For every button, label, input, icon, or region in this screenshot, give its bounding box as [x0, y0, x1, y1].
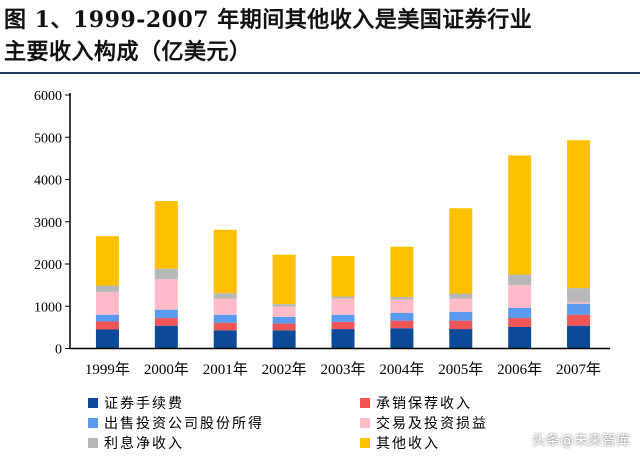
y-tick-label: 5000 — [34, 131, 62, 146]
x-tick-label: 2005年 — [438, 361, 483, 378]
bar-segment — [567, 325, 591, 349]
bar-segment — [508, 318, 532, 327]
bar-segment — [272, 254, 296, 305]
bar-segment — [213, 229, 237, 294]
bar-segment — [213, 314, 237, 323]
bar-segment — [331, 255, 355, 297]
title-divider — [0, 72, 640, 74]
x-tick-label: 1999年 — [85, 361, 130, 378]
bar-segment — [449, 208, 473, 294]
bar-segment — [213, 330, 237, 349]
bar-segment — [154, 268, 178, 280]
bar-segment — [508, 155, 532, 275]
legend-swatch — [88, 398, 98, 408]
y-tick-label: 6000 — [34, 89, 62, 104]
y-tick-label: 0 — [55, 343, 62, 358]
bar-segment — [567, 140, 591, 289]
watermark: 头条@未来智库 — [532, 433, 630, 449]
chart-title: 图 1、1999-2007 年期间其他收入是美国证券行业 主要收入构成（亿美元） — [4, 4, 532, 68]
x-tick-label: 2007年 — [556, 361, 601, 378]
x-tick-label: 2002年 — [262, 361, 307, 378]
bar-segment — [331, 298, 355, 315]
y-tick-label: 2000 — [34, 258, 62, 273]
x-tick-label: 2004年 — [379, 361, 424, 378]
bar-segment — [390, 246, 414, 297]
legend-swatch — [360, 438, 370, 448]
bar-segment — [390, 320, 414, 329]
bar-segment — [95, 329, 119, 349]
bar-segment — [449, 311, 473, 321]
legend-swatch — [88, 438, 98, 448]
bar-segment — [449, 329, 473, 349]
bar-segment — [331, 314, 355, 322]
bar-segment — [567, 314, 591, 326]
bar-segment — [95, 285, 119, 292]
bar-segment — [272, 306, 296, 317]
bar-segment — [213, 293, 237, 299]
bar-segment — [213, 298, 237, 315]
legend-swatch — [360, 418, 370, 428]
bar-segment — [154, 318, 178, 326]
x-tick-label: 2006年 — [497, 361, 542, 378]
bar-segment — [272, 316, 296, 324]
bar-segment — [390, 328, 414, 349]
y-tick-label: 1000 — [34, 300, 62, 315]
bar-segment — [508, 285, 532, 308]
bar-segment — [449, 298, 473, 312]
legend-label: 证券手续费 — [104, 395, 184, 412]
bar-segment — [95, 236, 119, 286]
legend-label: 利息净收入 — [104, 435, 184, 452]
bar-segment — [213, 322, 237, 331]
x-tick-label: 2000年 — [144, 361, 189, 378]
bar-segment — [95, 321, 119, 330]
bar-segment — [567, 303, 591, 315]
bar-segment — [331, 329, 355, 349]
bar-segment — [154, 201, 178, 269]
bar-segment — [390, 313, 414, 321]
bar-segment — [449, 293, 473, 299]
title-line-2: 主要收入构成（亿美元） — [4, 39, 252, 65]
x-tick-label: 2001年 — [203, 361, 248, 378]
bar-segment — [272, 304, 296, 307]
y-tick-label: 4000 — [34, 174, 62, 189]
bar-segment — [331, 296, 355, 299]
bar-segment — [154, 279, 178, 310]
bar-segment — [567, 302, 591, 304]
bar-segment — [272, 330, 296, 349]
bar-segment — [154, 325, 178, 349]
bar-segment — [449, 320, 473, 330]
y-tick-label: 3000 — [34, 216, 62, 231]
bar-segment — [508, 274, 532, 286]
x-tick-label: 2003年 — [320, 361, 365, 378]
legend-label: 出售投资公司股份所得 — [104, 415, 264, 432]
bar-segment — [390, 296, 414, 300]
bar-segment — [567, 288, 591, 303]
legend-swatch — [88, 418, 98, 428]
bar-segment — [154, 309, 178, 319]
bar-segment — [272, 323, 296, 331]
bar-segment — [331, 321, 355, 330]
legend-label: 承销保荐收入 — [376, 396, 472, 412]
bar-segment — [508, 326, 532, 349]
bar-segment — [508, 307, 532, 319]
legend-label: 交易及投资损益 — [376, 415, 488, 432]
legend-swatch — [360, 398, 370, 408]
bar-segment — [95, 291, 119, 315]
bar-segment — [95, 314, 119, 322]
legend-label: 其他收入 — [376, 436, 440, 452]
title-line-1: 图 1、1999-2007 年期间其他收入是美国证券行业 — [4, 7, 533, 33]
bar-segment — [390, 299, 414, 314]
